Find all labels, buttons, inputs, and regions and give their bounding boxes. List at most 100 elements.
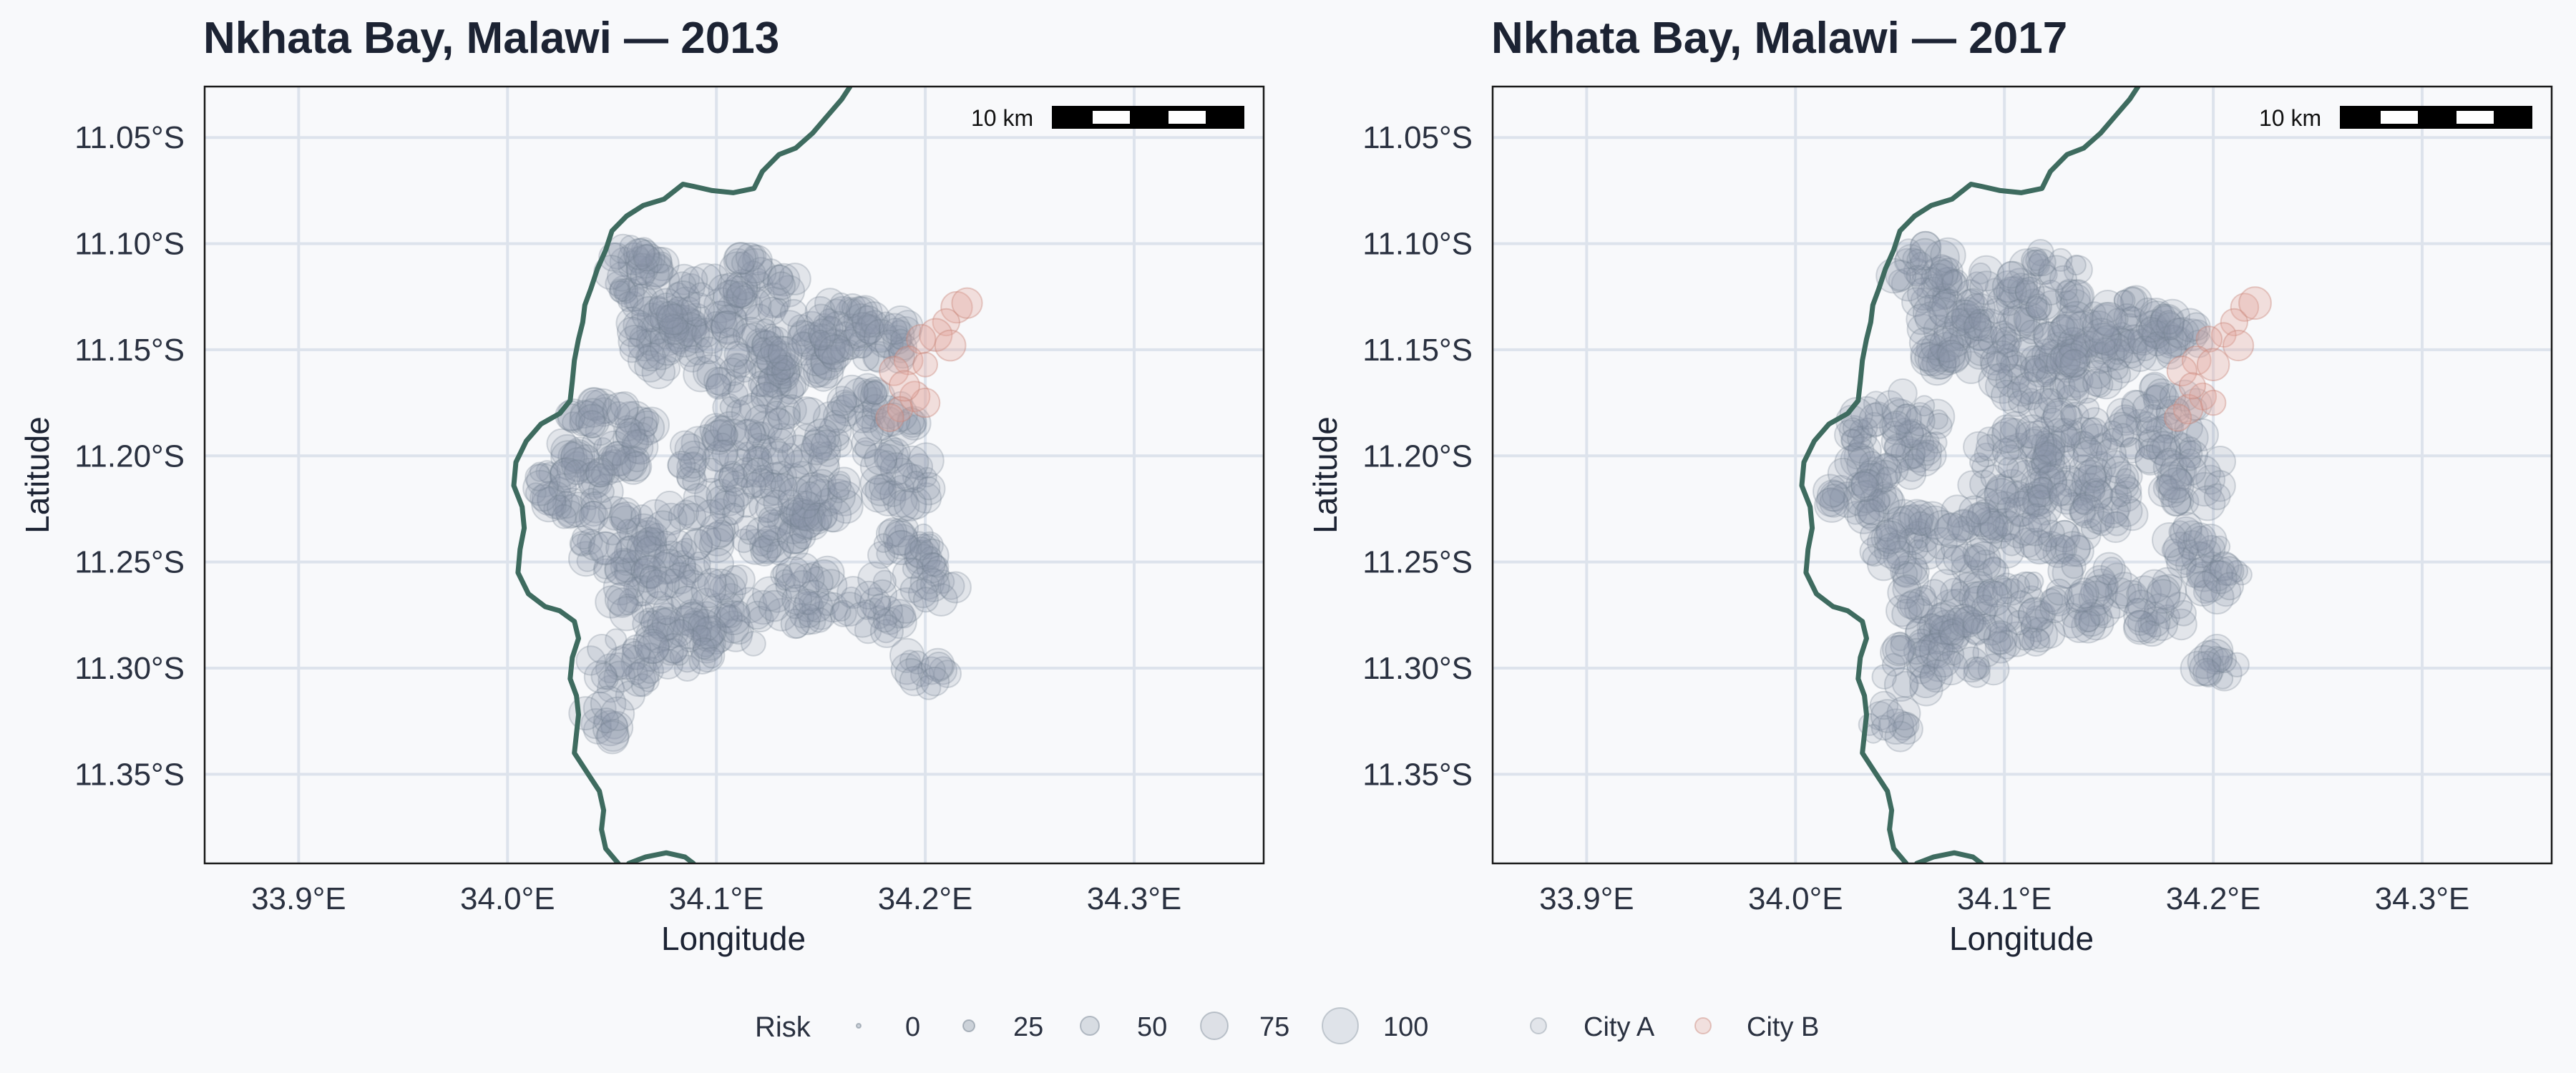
risk-point-city-a xyxy=(622,549,649,577)
y-tick-label: 11.10°S xyxy=(74,227,185,262)
risk-point-city-a xyxy=(863,380,886,403)
risk-point-city-a xyxy=(615,535,643,564)
risk-point-city-a xyxy=(578,469,610,500)
risk-point-city-a xyxy=(874,406,904,437)
risk-point-city-a xyxy=(627,275,648,298)
risk-point-city-a xyxy=(725,286,747,308)
risk-point-city-a xyxy=(836,391,858,413)
risk-point-city-a xyxy=(813,315,841,344)
risk-point-city-a xyxy=(834,313,868,346)
risk-point-city-a xyxy=(614,415,641,442)
risk-point-city-a xyxy=(531,486,567,523)
risk-point-city-a xyxy=(830,338,854,362)
risk-point-city-a xyxy=(724,448,753,477)
risk-point-city-a xyxy=(531,481,567,516)
risk-point-city-a xyxy=(862,393,889,421)
risk-point-city-a xyxy=(843,321,871,349)
x-tick-label: 34.3°E xyxy=(2375,881,2470,916)
risk-point-city-a xyxy=(716,423,739,446)
risk-point-city-a xyxy=(861,376,889,405)
risk-point-city-a xyxy=(882,325,912,355)
risk-point-city-a xyxy=(560,491,597,528)
risk-point-city-a xyxy=(1862,546,1882,566)
risk-point-city-a xyxy=(2158,467,2195,504)
legend-size-label: 100 xyxy=(1383,1012,1428,1042)
risk-point-city-a xyxy=(779,514,809,544)
risk-point-city-a xyxy=(855,408,882,433)
risk-point-city-a xyxy=(700,521,735,557)
risk-point-city-a xyxy=(684,336,713,366)
risk-point-city-a xyxy=(743,244,767,268)
risk-point-city-a xyxy=(769,428,794,454)
risk-point-city-a xyxy=(606,401,631,426)
risk-point-city-a xyxy=(716,418,751,452)
risk-point-city-a xyxy=(568,541,604,577)
y-tick-label: 11.10°S xyxy=(1362,227,1473,262)
risk-point-city-a xyxy=(725,269,761,305)
risk-point-city-a xyxy=(654,544,679,569)
risk-point-city-a xyxy=(548,473,577,502)
risk-point-city-a xyxy=(2078,610,2100,632)
risk-point-city-a xyxy=(2203,483,2231,511)
risk-point-city-a xyxy=(803,426,836,460)
risk-point-city-a xyxy=(725,477,756,508)
risk-point-city-a xyxy=(847,295,883,332)
risk-point-city-a xyxy=(668,503,696,531)
risk-point-city-a xyxy=(592,558,618,584)
risk-point-city-a xyxy=(650,330,686,366)
risk-point-city-a xyxy=(537,481,573,517)
risk-point-city-a xyxy=(814,425,836,447)
risk-point-city-a xyxy=(824,295,861,332)
risk-point-city-a xyxy=(841,298,862,319)
risk-point-city-a xyxy=(645,338,678,371)
risk-point-city-a xyxy=(680,426,716,461)
risk-point-city-a xyxy=(678,345,706,373)
scale-bar-segment xyxy=(2381,111,2418,124)
risk-point-city-a xyxy=(729,272,758,301)
risk-point-city-a xyxy=(711,439,739,467)
risk-point-city-a xyxy=(665,316,698,350)
risk-point-city-a xyxy=(678,556,712,589)
risk-point-city-a xyxy=(696,360,724,388)
risk-point-city-a xyxy=(677,440,711,474)
map-panel-2017: Nkhata Bay, Malawi — 2017 10 km 11.05°S1… xyxy=(1307,14,2553,957)
risk-point-city-b xyxy=(2238,286,2272,320)
risk-point-city-a xyxy=(605,531,639,565)
risk-point-city-a xyxy=(826,395,856,424)
risk-point-city-a xyxy=(814,333,847,365)
risk-point-city-a xyxy=(810,329,831,351)
risk-point-city-a xyxy=(602,451,622,471)
legend-size-title: Risk xyxy=(755,1011,811,1043)
risk-point-city-a xyxy=(849,331,869,352)
risk-point-city-a xyxy=(633,244,660,272)
risk-point-city-a xyxy=(680,292,716,327)
risk-point-city-a xyxy=(645,263,680,299)
risk-point-city-a xyxy=(811,345,847,381)
risk-point-city-a xyxy=(693,525,722,553)
risk-point-city-a xyxy=(831,601,852,622)
risk-point-city-a xyxy=(854,315,885,345)
panel-title-2013: Nkhata Bay, Malawi — 2013 xyxy=(203,14,779,63)
risk-point-city-a xyxy=(590,463,613,486)
risk-point-city-a xyxy=(608,280,631,303)
y-axis-title: Latitude xyxy=(1307,416,1344,534)
risk-point-city-a xyxy=(751,330,784,363)
risk-point-city-a xyxy=(746,329,783,366)
risk-point-city-a xyxy=(762,373,798,408)
risk-point-city-a xyxy=(2132,393,2162,423)
risk-point-city-a xyxy=(807,318,837,348)
risk-point-city-a xyxy=(676,466,701,491)
risk-point-city-a xyxy=(2084,465,2107,488)
risk-point-city-a xyxy=(537,486,567,516)
risk-point-city-a xyxy=(605,441,630,466)
risk-point-city-a xyxy=(764,394,801,431)
risk-point-city-a xyxy=(874,329,904,359)
risk-point-city-a xyxy=(629,325,653,349)
risk-point-city-a xyxy=(655,305,681,331)
risk-point-city-a xyxy=(804,418,841,455)
risk-point-city-a xyxy=(813,313,836,335)
risk-point-city-a xyxy=(765,326,791,352)
risk-point-city-a xyxy=(666,304,703,340)
risk-point-city-a xyxy=(675,537,698,559)
risk-point-city-a xyxy=(878,435,904,462)
